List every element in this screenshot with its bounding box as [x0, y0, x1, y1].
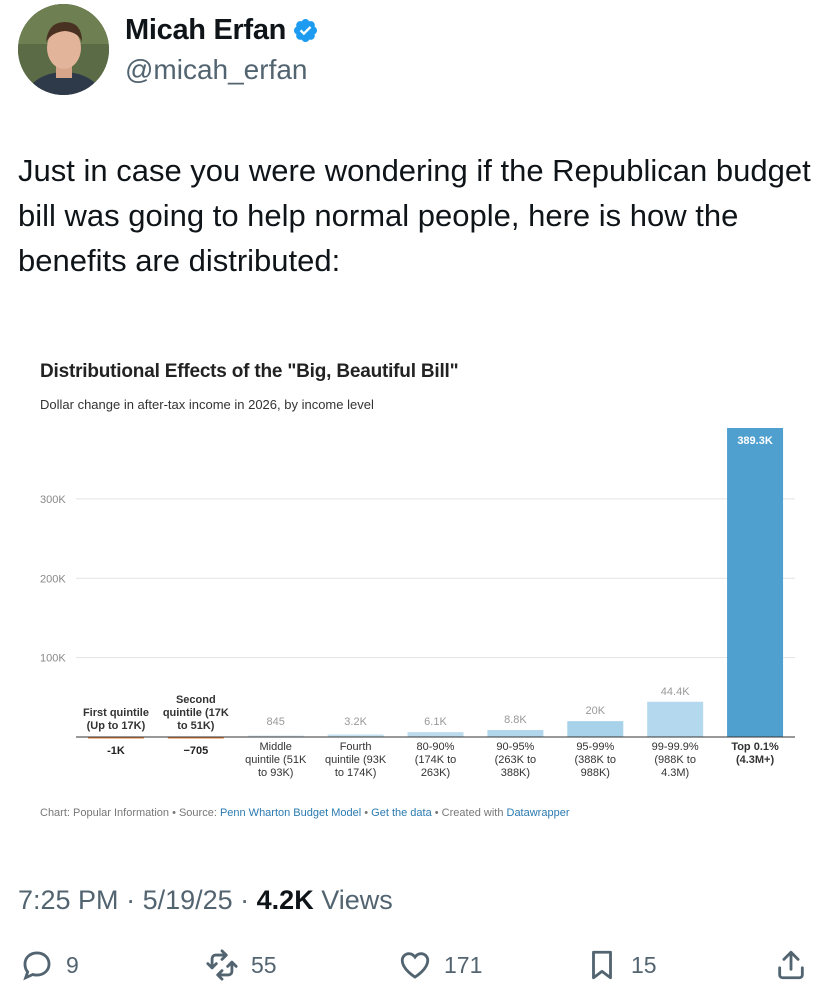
x-category-label: Middle quintile (51K to 93K) — [245, 741, 307, 779]
reply-icon — [23, 951, 51, 981]
bar — [247, 735, 304, 737]
author-handle[interactable]: @micah_erfan — [125, 54, 308, 85]
x-category-label: 99-99.9% (988K to 4.3M) — [652, 741, 699, 779]
like-count: 171 — [444, 951, 483, 978]
meta-separator-2: · — [232, 885, 257, 915]
chart-footer-prefix: Chart: Popular Information • Source: — [40, 807, 220, 819]
chart-image[interactable]: Distributional Effects of the "Big, Beau… — [18, 345, 813, 835]
avatar-image — [18, 4, 109, 95]
y-tick-label: 200K — [40, 573, 66, 585]
views-label: Views — [313, 885, 393, 915]
repost-icon — [206, 949, 238, 981]
chart-title: Distributional Effects of the "Big, Beau… — [40, 361, 459, 382]
x-category-label: 95-99% (388K to 988K) — [574, 741, 616, 779]
bookmark-count: 15 — [631, 951, 657, 978]
x-category-label: Fourth quintile (93K to 174K) — [325, 741, 387, 779]
x-category-label: Second quintile (17K to 51K) — [163, 694, 229, 732]
x-category-label: 90-95% (263K to 388K) — [495, 741, 537, 779]
bar — [87, 737, 144, 739]
bookmark-icon — [592, 950, 612, 980]
bar-value-label: −705 — [183, 745, 208, 757]
author-row: Micah Erfan — [125, 14, 319, 47]
source-link[interactable]: Penn Wharton Budget Model — [219, 807, 362, 819]
x-category-label: 80-90% (174K to 263K) — [415, 741, 457, 779]
get-data-link[interactable]: Get the data — [371, 807, 432, 819]
bookmark-button[interactable]: 15 — [585, 948, 657, 982]
views-count: 4.2K — [256, 885, 314, 915]
chart-footer: Chart: Popular Information • Source: Pen… — [40, 807, 569, 819]
bar — [327, 734, 384, 737]
share-button[interactable] — [774, 948, 808, 982]
chart-subtitle: Dollar change in after-tax income in 202… — [40, 397, 374, 412]
bar-value-label: 20K — [585, 705, 605, 717]
action-bar: 9 55 171 15 — [0, 948, 830, 994]
repost-button[interactable]: 55 — [205, 948, 277, 982]
bar — [727, 428, 784, 737]
share-icon — [778, 950, 804, 980]
bar — [167, 737, 224, 739]
tweet-time[interactable]: 7:25 PM — [18, 885, 119, 915]
bar-value-label: 8.8K — [504, 714, 527, 726]
repost-count: 55 — [251, 951, 277, 978]
tweet-meta: 7:25 PM · 5/19/25 · 4.2K Views — [18, 885, 393, 916]
bar-value-label: 845 — [267, 716, 285, 728]
bar-value-label: -1K — [107, 745, 125, 757]
bar-value-label: 389.3K — [737, 435, 773, 447]
chart-footer-suffix: • Created with — [431, 807, 507, 819]
bar — [487, 730, 544, 737]
datawrapper-link[interactable]: Datawrapper — [506, 807, 570, 819]
bar — [567, 721, 624, 737]
y-tick-label: 300K — [40, 494, 66, 506]
heart-icon — [400, 952, 430, 979]
x-category-label: Top 0.1% (4.3M+) — [731, 741, 779, 766]
tweet-text: Just in case you were wondering if the R… — [18, 153, 811, 278]
reply-button[interactable]: 9 — [20, 948, 79, 982]
y-tick-label: 100K — [40, 653, 66, 665]
bar — [647, 701, 704, 737]
reply-count: 9 — [66, 951, 79, 978]
chart-footer-sep: • — [361, 807, 372, 819]
verified-badge-icon — [294, 18, 318, 43]
x-category-label: First quintile (Up to 17K) — [83, 707, 149, 732]
meta-separator: · — [118, 885, 143, 915]
tweet-date[interactable]: 5/19/25 — [142, 885, 233, 915]
bar-value-label: 6.1K — [424, 716, 447, 728]
bar-value-label: 3.2K — [344, 716, 367, 728]
avatar[interactable] — [18, 4, 109, 95]
bar-value-label: 44.4K — [661, 686, 690, 698]
bar-chart: 100K 200K 300K -1K First quintile (Up to 17K)… — [40, 428, 795, 779]
bar — [407, 732, 464, 737]
author-name[interactable]: Micah Erfan — [125, 14, 287, 46]
like-button[interactable]: 171 — [398, 948, 482, 982]
